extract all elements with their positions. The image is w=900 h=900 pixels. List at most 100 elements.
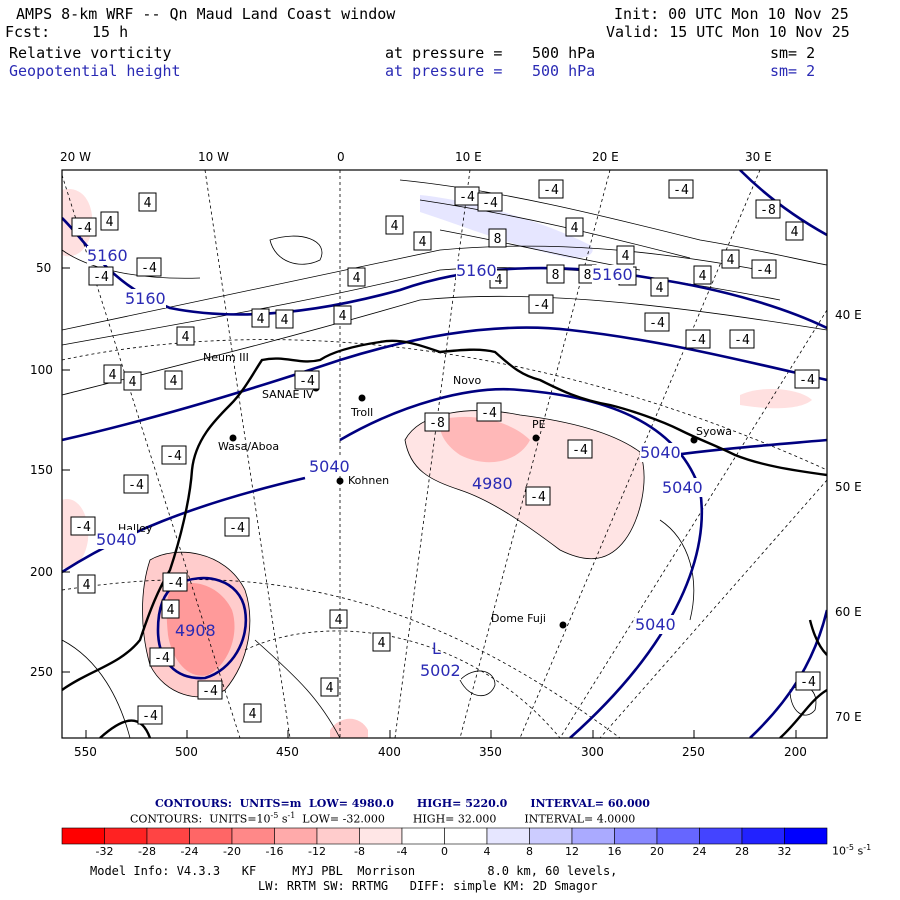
vorticity-label-box xyxy=(251,308,270,328)
vorticity-label-box xyxy=(785,221,804,241)
vorticity-label-box xyxy=(100,211,119,231)
station-dot-troll xyxy=(358,394,366,402)
lon-label-50e: 50 E xyxy=(835,480,862,494)
vorticity-label: 8 xyxy=(552,268,560,283)
height-label: 4980 xyxy=(472,474,513,493)
vorticity-label: -4 xyxy=(459,190,475,205)
vorticity-label: -4 xyxy=(690,333,706,348)
vorticity-label: 4 xyxy=(167,603,175,618)
colorbar-swatch xyxy=(741,827,785,845)
vorticity-label-box xyxy=(644,312,670,332)
vorticity-label-box xyxy=(567,439,593,459)
vorticity-label: -4 xyxy=(673,183,689,198)
vort-contour-line xyxy=(404,410,645,559)
vorticity-label-box xyxy=(320,677,339,697)
colorbar-tick-label: -12 xyxy=(308,845,326,858)
vorticity-label-box xyxy=(755,199,781,219)
vorticity-label-box xyxy=(103,364,122,384)
vorticity-label: 4 xyxy=(144,196,152,211)
vorticity-label: 4 xyxy=(727,253,735,268)
vort-contour-line xyxy=(254,639,341,738)
vorticity-label: -4 xyxy=(734,333,750,348)
field1-pressure-label: at pressure = xyxy=(385,44,503,62)
vorticity-label-box xyxy=(136,257,162,277)
station-label-syowa: Syowa xyxy=(696,425,732,438)
station-dot-syowa xyxy=(690,436,698,444)
vorticity-label: -4 xyxy=(142,709,158,724)
vorticity-label: 4 xyxy=(622,249,630,264)
vorticity-label: -4 xyxy=(154,651,170,666)
vorticity-label-box xyxy=(224,517,250,537)
height-contour-5040-east xyxy=(339,388,704,738)
coastline xyxy=(62,339,827,738)
field1-pressure-value: 500 hPa xyxy=(532,44,596,62)
vorticity-label: -4 xyxy=(799,373,815,388)
colorbar-swatch xyxy=(61,827,105,845)
vorticity-label-box xyxy=(149,647,175,667)
colorbar-tick-label: -20 xyxy=(223,845,241,858)
vorticity-label: 4 xyxy=(109,368,117,383)
colorbar-swatch xyxy=(486,827,530,845)
vorticity-label: 4 xyxy=(182,330,190,345)
vort-contour-line xyxy=(419,199,691,259)
colorbar-unit: 10-5 s-1 xyxy=(832,843,872,858)
colorbar-tick-label: -8 xyxy=(354,845,365,858)
vorticity-label-box xyxy=(347,267,366,287)
contour-info-height: CONTOURS: UNITS=m LOW= 4980.0 HIGH= 5220… xyxy=(155,797,650,810)
colorbar-swatch xyxy=(146,827,190,845)
colorbar-swatch xyxy=(571,827,615,845)
vorticity-label-box xyxy=(693,265,712,285)
vorticity-label: -4 xyxy=(128,478,144,493)
vorticity-label: -4 xyxy=(202,684,218,699)
height-label: 5160 xyxy=(87,246,128,265)
meridian-40e xyxy=(559,309,827,738)
station-dot-kohnen xyxy=(336,477,344,485)
colorbar-swatch xyxy=(359,827,403,845)
vort-contour-line xyxy=(269,235,323,265)
vorticity-label-box xyxy=(477,192,503,212)
height-contour-5040-west xyxy=(62,476,306,574)
lon-label-60e: 60 E xyxy=(835,605,862,619)
vorticity-label: -4 xyxy=(76,221,92,236)
lon-label-20e: 20 E xyxy=(592,150,619,164)
colorbar-swatch xyxy=(699,827,743,845)
vorticity-label-box xyxy=(123,474,149,494)
coastline-fragment xyxy=(779,688,827,738)
colorbar-swatch xyxy=(274,827,318,845)
vorticity-label: -4 xyxy=(299,374,315,389)
lon-label-70e: 70 E xyxy=(835,710,862,724)
vorticity-label-box xyxy=(729,329,755,349)
station-label-neumayer: Neum III xyxy=(203,351,249,364)
map-frame xyxy=(61,169,828,739)
vorticity-label-box xyxy=(721,249,740,269)
vorticity-label-box xyxy=(161,445,187,465)
x-tick-400: 400 xyxy=(378,745,401,759)
field1-smoothing: sm= 2 xyxy=(770,44,816,62)
colorbar-tick-label: 16 xyxy=(607,845,622,858)
vorticity-label-box xyxy=(525,486,551,506)
vorticity-label: -4 xyxy=(93,270,109,285)
colorbar-tick-label: 0 xyxy=(441,845,448,858)
axis-ticks xyxy=(62,267,797,738)
coastline-main xyxy=(62,339,827,691)
height-label: 5040 xyxy=(662,478,703,497)
vorticity-label: 4 xyxy=(281,313,289,328)
colorbar-swatch xyxy=(444,827,488,845)
colorbar-swatch xyxy=(784,827,828,845)
colorbar-tick-label: 12 xyxy=(565,845,579,858)
vorticity-label-box xyxy=(77,574,96,594)
colorbar-tick-label: 8 xyxy=(526,845,533,858)
lon-label-10e: 10 E xyxy=(455,150,482,164)
station-dot-dome-fuji xyxy=(559,621,567,629)
field1-name: Relative vorticity xyxy=(9,44,172,62)
station-label-kohnen: Kohnen xyxy=(348,474,390,487)
station-label-wasa: Wasa/Aboa xyxy=(218,440,280,453)
vorticity-label-box xyxy=(197,680,223,700)
colorbar-tick-label: -32 xyxy=(95,845,114,858)
vorticity-label: -4 xyxy=(75,520,91,535)
vorticity-label: 4 xyxy=(699,269,707,284)
vort-contour-line xyxy=(62,249,201,279)
y-tick-250: 250 xyxy=(30,665,53,679)
field2-name: Geopotential height xyxy=(9,62,181,80)
